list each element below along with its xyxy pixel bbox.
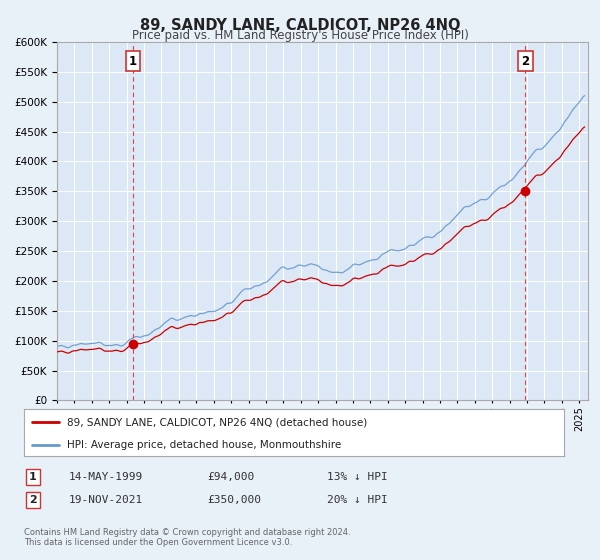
Text: 14-MAY-1999: 14-MAY-1999 bbox=[69, 472, 143, 482]
Text: Price paid vs. HM Land Registry's House Price Index (HPI): Price paid vs. HM Land Registry's House … bbox=[131, 29, 469, 42]
Text: 1: 1 bbox=[129, 55, 137, 68]
Text: 20% ↓ HPI: 20% ↓ HPI bbox=[327, 495, 388, 505]
Text: This data is licensed under the Open Government Licence v3.0.: This data is licensed under the Open Gov… bbox=[24, 538, 292, 547]
Text: £350,000: £350,000 bbox=[207, 495, 261, 505]
Text: 13% ↓ HPI: 13% ↓ HPI bbox=[327, 472, 388, 482]
Text: 2: 2 bbox=[29, 495, 37, 505]
Text: 1: 1 bbox=[29, 472, 37, 482]
Text: £94,000: £94,000 bbox=[207, 472, 254, 482]
Text: HPI: Average price, detached house, Monmouthshire: HPI: Average price, detached house, Monm… bbox=[67, 440, 341, 450]
Text: 89, SANDY LANE, CALDICOT, NP26 4NQ: 89, SANDY LANE, CALDICOT, NP26 4NQ bbox=[140, 18, 460, 33]
Text: 89, SANDY LANE, CALDICOT, NP26 4NQ (detached house): 89, SANDY LANE, CALDICOT, NP26 4NQ (deta… bbox=[67, 417, 367, 427]
Text: Contains HM Land Registry data © Crown copyright and database right 2024.: Contains HM Land Registry data © Crown c… bbox=[24, 528, 350, 536]
Text: 2: 2 bbox=[521, 55, 529, 68]
Text: 19-NOV-2021: 19-NOV-2021 bbox=[69, 495, 143, 505]
